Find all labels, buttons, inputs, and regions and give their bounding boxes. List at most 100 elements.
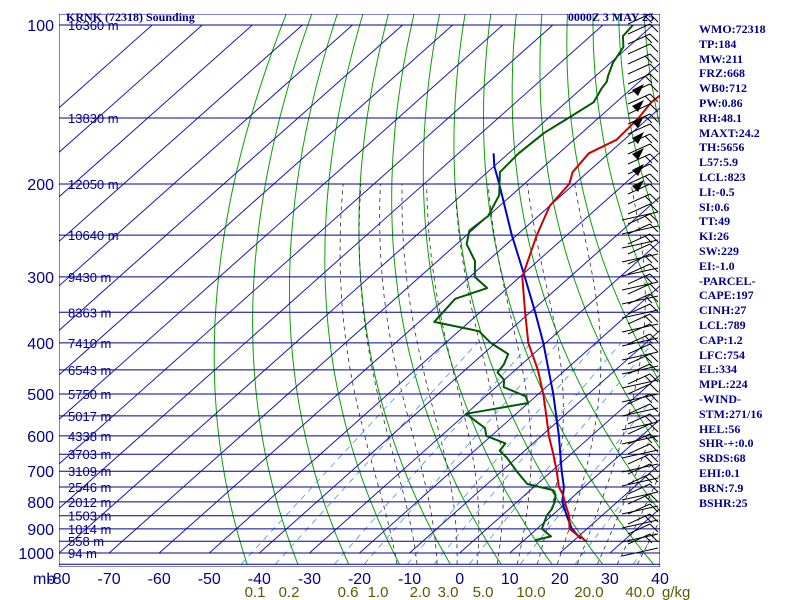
temperature-tick-label: -80 (47, 571, 70, 588)
temperature-tick-label: -60 (148, 571, 171, 588)
height-label: 1503 m (68, 509, 111, 524)
height-label: 4338 m (68, 429, 111, 444)
wind-barb-line (621, 365, 659, 375)
stat-line: -PARCEL- (699, 273, 756, 288)
stat-line: MAXT:24.2 (699, 125, 760, 140)
isotherm-line (59, 24, 504, 421)
wind-pennant (632, 132, 644, 144)
mixing-ratio-label: 2.0 (410, 584, 431, 600)
stat-line: LCL:823 (699, 169, 746, 184)
pressure-tick-label: 800 (27, 495, 54, 512)
wind-barb-line (621, 295, 659, 305)
pressure-tick-label: 1000 (18, 546, 54, 563)
stat-line: LI:-0.5 (699, 184, 735, 199)
pressure-tick-label: 400 (27, 336, 54, 353)
wind-barb-line (621, 253, 659, 263)
wind-barb-line (621, 351, 659, 361)
temperature-tick-label: -70 (98, 571, 121, 588)
wind-barb-line (621, 477, 659, 487)
wind-barb (627, 413, 659, 425)
wind-barb-line (621, 211, 659, 221)
wind-pennant (632, 148, 644, 160)
wind-barb (627, 43, 659, 55)
dewpoint-trace (433, 24, 634, 542)
temperature-tick-label: 20 (551, 571, 569, 588)
wind-barb (627, 483, 659, 495)
chart-title: KRNK (72318) Sounding (66, 10, 195, 24)
stat-line: SHR-+:0.0 (699, 436, 754, 451)
height-label: 558 m (68, 534, 104, 549)
chart-time-label: 0000Z 3 MAY 25 (568, 10, 654, 24)
wind-barb (627, 263, 659, 275)
mixing-ratio-line (406, 342, 598, 565)
stat-line: SI:0.6 (699, 199, 730, 214)
pressure-tick-label: 100 (27, 18, 54, 35)
wind-barb-line (621, 393, 659, 403)
stat-line: HEL:56 (699, 421, 741, 436)
wind-barbs (621, 13, 659, 557)
temperature-tick-label: -20 (348, 571, 371, 588)
mixing-ratio-label: 20.0 (574, 584, 603, 600)
pressure-tick-label: 500 (27, 387, 54, 404)
temperature-tick-label: -50 (198, 571, 221, 588)
temperature-tick-label: 0 (455, 571, 464, 588)
wind-barb (627, 453, 659, 465)
moist-adiabat-line (339, 183, 398, 565)
mixing-ratio-label: 40.0 (625, 584, 654, 600)
temperature-tick-label: -30 (298, 571, 321, 588)
stat-line: STM:271/16 (699, 406, 763, 421)
stat-line: TT:49 (699, 214, 731, 229)
isotherm-line (59, 24, 303, 243)
wind-barb-line (621, 407, 659, 417)
temperature-tick-label: 40 (651, 571, 669, 588)
height-label: 8363 m (68, 305, 111, 320)
height-label: 12050 m (68, 177, 119, 192)
wind-barb-line (621, 435, 659, 445)
wind-barb (627, 523, 659, 535)
wind-barb (627, 143, 659, 155)
wind-barb-line (621, 491, 659, 501)
stability-indices-panel: WMO:72318 TP:184 MW:211 FRZ:668 WB0:712 PW:0.… (699, 22, 799, 510)
temperature-tick-label: 30 (601, 571, 619, 588)
wind-barb (627, 63, 659, 75)
wind-barb (627, 403, 659, 415)
height-label: 3109 m (68, 464, 111, 479)
mixing-ratio-line (363, 342, 559, 565)
wind-barb-line (621, 519, 659, 529)
moist-adiabat-line (358, 183, 418, 565)
isotherm-line (59, 24, 403, 332)
wind-barb-line (621, 323, 659, 333)
pressure-tick-label: 700 (27, 464, 54, 481)
moist-adiabat-line (401, 183, 458, 565)
wind-barb-line (621, 463, 659, 473)
wind-barb-line (621, 547, 659, 557)
wind-barb (627, 13, 659, 25)
wind-barb (627, 243, 659, 255)
mixing-ratio-label: 0.1 (245, 584, 266, 600)
height-label: 7410 m (68, 336, 111, 351)
height-label: 9430 m (68, 270, 111, 285)
stat-line: CAPE:197 (699, 288, 754, 303)
mixing-ratio-label: 5.0 (473, 584, 494, 600)
temperature-tick-label: -10 (398, 571, 421, 588)
wind-barb-line (621, 309, 659, 319)
isotherm-line (459, 374, 660, 554)
wind-pennant (632, 84, 644, 96)
wind-barb-line (621, 337, 659, 347)
isotherm-line (59, 24, 554, 465)
isotherm-line (59, 24, 353, 287)
wind-barb (627, 383, 659, 395)
stat-line: -WIND- (699, 391, 741, 406)
mixing-ratio-label: 0.2 (279, 584, 300, 600)
height-label: 13830 m (68, 111, 119, 126)
height-label: 2546 m (68, 480, 111, 495)
stat-line: BRN:7.9 (699, 480, 744, 495)
wind-barb (627, 73, 659, 85)
isotherm-line (108, 62, 660, 554)
height-label: 3703 m (68, 447, 111, 462)
wind-barb-line (621, 225, 659, 235)
stat-line: FRZ:668 (699, 66, 745, 81)
height-label: 2012 m (68, 495, 111, 510)
height-label: 5750 m (68, 387, 111, 402)
pressure-tick-label: 300 (27, 270, 54, 287)
